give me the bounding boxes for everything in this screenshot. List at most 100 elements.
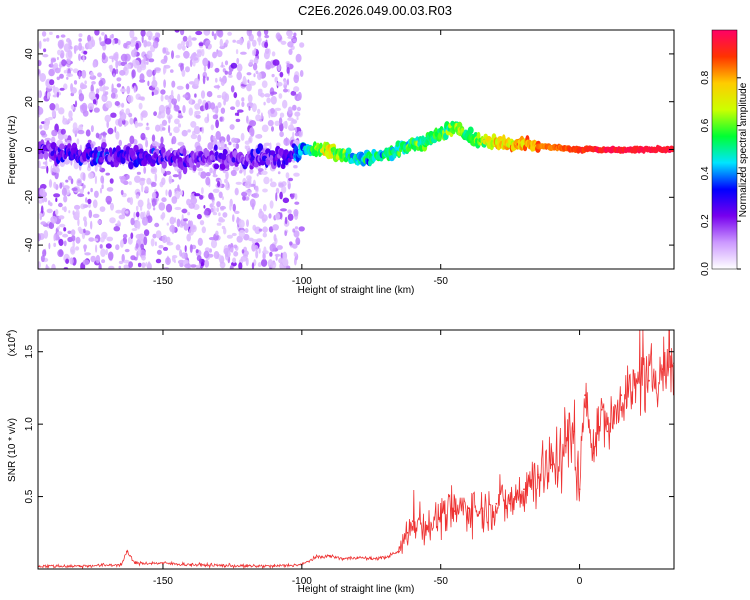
- snr-xlabel: Height of straight line (km): [298, 584, 415, 595]
- noise-speckle: [160, 89, 166, 95]
- noise-speckle: [116, 83, 122, 88]
- noise-speckle: [217, 181, 221, 188]
- noise-speckle: [81, 69, 87, 79]
- colorbar: 0.0 0.2 0.4 0.6 0.8 Normalized spectral ampl…: [700, 29, 749, 276]
- noise-speckle: [247, 79, 250, 83]
- noise-speckle: [98, 263, 102, 269]
- noise-speckle: [248, 135, 253, 144]
- noise-speckle: [168, 116, 171, 124]
- noise-speckle: [269, 181, 277, 188]
- spectrogram-panel: -150 -100 -50 -40 -20 0 20 40 Height of straigh…: [7, 29, 675, 296]
- noise-speckle: [271, 73, 275, 78]
- noise-speckle: [275, 212, 281, 221]
- colorbar-tick-label: 0.4: [700, 166, 711, 180]
- snr-ylabel: SNR (10 * v/v): [7, 418, 18, 482]
- noise-speckle: [95, 88, 100, 94]
- noise-speckle: [119, 112, 127, 121]
- noise-speckle: [251, 262, 255, 269]
- noise-speckle: [262, 252, 266, 260]
- noise-speckle: [197, 237, 203, 246]
- noise-speckle: [275, 32, 281, 40]
- noise-speckle: [160, 214, 163, 220]
- noise-speckle: [286, 30, 293, 37]
- noise-speckle: [155, 230, 162, 239]
- noise-speckle: [112, 73, 116, 78]
- noise-speckle: [48, 242, 51, 250]
- noise-speckle: [276, 245, 283, 250]
- noise-speckle: [282, 257, 289, 267]
- noise-speckle: [49, 31, 53, 35]
- noise-speckle: [277, 171, 281, 175]
- noise-speckle: [41, 31, 47, 37]
- noise-speckle: [160, 94, 164, 102]
- noise-speckle: [262, 232, 267, 238]
- noise-speckle: [194, 93, 197, 98]
- noise-speckle: [70, 229, 76, 236]
- noise-speckle: [57, 49, 62, 56]
- noise-speckle: [104, 114, 112, 123]
- noise-speckle: [294, 201, 300, 205]
- noise-speckle: [155, 258, 162, 264]
- noise-speckle: [53, 181, 57, 189]
- noise-speckle: [223, 99, 227, 106]
- noise-speckle: [151, 181, 157, 187]
- noise-speckle: [77, 218, 80, 227]
- noise-speckle: [143, 166, 147, 174]
- noise-speckle: [39, 124, 43, 130]
- noise-speckle: [280, 208, 287, 212]
- noise-speckle: [161, 234, 168, 244]
- noise-speckle: [246, 72, 252, 76]
- snr-point: [453, 510, 456, 512]
- noise-speckle: [48, 68, 55, 77]
- snr-point: [634, 387, 636, 389]
- noise-speckle: [178, 110, 182, 114]
- noise-speckle: [171, 80, 176, 88]
- noise-speckle: [117, 60, 122, 67]
- noise-speckle: [92, 99, 97, 105]
- noise-speckle: [63, 69, 68, 74]
- noise-speckle: [293, 230, 300, 238]
- noise-speckle: [181, 129, 188, 137]
- noise-speckle: [59, 249, 63, 256]
- noise-speckle: [170, 95, 173, 99]
- noise-speckle: [156, 249, 162, 255]
- noise-speckle: [134, 175, 141, 183]
- noise-speckle: [213, 85, 221, 89]
- noise-speckle: [208, 237, 216, 241]
- noise-speckle: [189, 97, 193, 105]
- snr-point: [134, 562, 137, 565]
- noise-speckle: [85, 129, 91, 137]
- noise-speckle: [67, 230, 72, 234]
- noise-speckle: [38, 199, 43, 204]
- noise-speckle: [57, 226, 60, 230]
- snr-point: [509, 502, 511, 505]
- noise-speckle: [197, 50, 202, 58]
- noise-speckle: [296, 106, 301, 112]
- noise-speckle: [233, 251, 239, 257]
- noise-speckle: [215, 130, 221, 140]
- noise-speckle: [224, 70, 228, 75]
- noise-speckle: [72, 122, 78, 131]
- noise-speckle: [42, 249, 47, 257]
- noise-speckle: [267, 259, 274, 268]
- noise-speckle: [155, 124, 161, 132]
- noise-speckle: [112, 39, 115, 46]
- noise-speckle: [123, 66, 128, 72]
- noise-speckle: [118, 139, 123, 147]
- noise-speckle: [219, 116, 223, 122]
- noise-speckle: [81, 102, 88, 112]
- noise-speckle: [270, 91, 278, 95]
- noise-speckle: [279, 122, 284, 132]
- snr-y-tick-label: 1.0: [24, 417, 35, 431]
- noise-speckle: [145, 261, 148, 267]
- ridge-cell: [128, 161, 134, 170]
- noise-speckle: [212, 188, 220, 193]
- colorbar-tick-label: 0.0: [700, 262, 711, 276]
- noise-speckle: [216, 222, 222, 226]
- noise-speckle: [152, 75, 156, 82]
- noise-speckle: [99, 244, 103, 249]
- noise-speckle: [56, 56, 59, 61]
- noise-speckle: [292, 131, 295, 139]
- noise-speckle: [55, 197, 58, 202]
